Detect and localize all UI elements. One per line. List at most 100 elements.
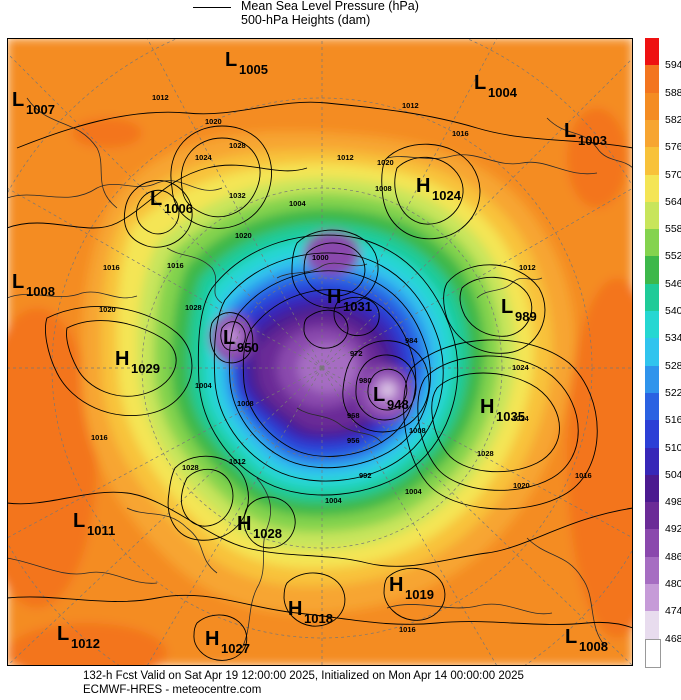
pressure-center: H 1028 [237,513,282,541]
colorbar-swatch [645,365,659,394]
colorbar-label: 504 [665,468,681,481]
pressure-center: L 1012 [57,623,100,651]
weather-map: 1012 1012 1016 1020 1028 1024 1032 1012 … [7,38,633,666]
svg-text:1004: 1004 [488,85,518,100]
svg-text:H: H [327,286,341,308]
svg-text:L: L [565,626,577,648]
isobar-label: 1016 [452,129,469,138]
colorbar-label: 588 [665,86,681,99]
colorbar-swatch [645,556,659,586]
isobar-label: 1012 [402,101,419,110]
isobar-label: 1016 [399,625,416,634]
source-credit: ECMWF-HRES - meteocentre.com [83,684,262,696]
isobar-label: 1028 [477,449,494,458]
colorbar-label: 546 [665,277,681,290]
svg-text:1007: 1007 [26,102,55,117]
svg-text:1006: 1006 [164,201,193,216]
pressure-center: L 1011 [73,510,115,538]
height-colorbar: 594 588 582 576 570 564 558 552 546 540 534 528 522 5… [645,38,681,668]
svg-text:L: L [474,72,486,94]
pressure-center: H 1027 [205,628,250,656]
colorbar-label: 492 [665,523,681,536]
svg-text:1028: 1028 [253,526,282,541]
colorbar-swatch [645,638,661,668]
colorbar-swatch [645,38,659,67]
colorbar-label: 570 [665,168,681,181]
lat-lon-graticule [7,38,633,666]
colorbar-swatch [645,201,659,231]
pressure-center: L 989 [501,296,537,324]
isobar-label: 1004 [195,381,213,390]
pressure-center: L 1005 [225,49,268,77]
svg-text:1008: 1008 [26,284,55,299]
colorbar-label: 516 [665,414,681,427]
isobar-label: 1008 [237,399,254,408]
isobar-label: 972 [350,349,363,358]
svg-text:1027: 1027 [221,641,250,656]
isobar-label: 980 [359,376,372,385]
isobar-label: 1016 [575,471,592,480]
map-header: Mean Sea Level Pressure (hPa) 500-hPa He… [0,0,681,36]
pressure-center: L 1004 [474,72,518,100]
mslp-isobars [7,101,633,661]
isobar-label: 1032 [229,191,246,200]
svg-text:1003: 1003 [578,133,607,148]
isobar-label: 992 [359,471,372,480]
isobar-label: 1004 [289,199,307,208]
isobar-label: 1024 [512,363,530,372]
colorbar-label: 480 [665,578,681,591]
map-frame [7,38,633,666]
colorbar-label: 474 [665,605,681,618]
svg-text:1024: 1024 [432,188,462,203]
svg-text:L: L [12,89,24,111]
isobar-label: 1024 [512,414,530,423]
colorbar-swatch [645,229,659,258]
svg-text:1005: 1005 [239,62,268,77]
svg-text:989: 989 [515,309,537,324]
mslp-legend-label: Mean Sea Level Pressure (hPa) [241,0,419,13]
svg-text:1029: 1029 [131,361,160,376]
colorbar-swatch [645,474,659,504]
colorbar-swatch [645,392,659,422]
svg-text:948: 948 [387,397,409,412]
colorbar-swatch [645,311,659,340]
pressure-center: L 1008 [12,271,55,299]
isobar-value-labels: 1012 1012 1016 1020 1028 1024 1032 1012 … [91,93,592,634]
pressure-center: H 1035 [480,396,525,424]
colorbar-label: 498 [665,496,681,509]
pressure-center: H 1024 [416,175,462,203]
colorbar-swatch [645,92,659,121]
svg-text:1008: 1008 [579,639,608,654]
colorbar-swatch [645,529,659,558]
svg-text:1035: 1035 [496,409,525,424]
svg-text:L: L [501,296,513,318]
svg-text:1031: 1031 [343,299,372,314]
colorbar-label: 486 [665,550,681,563]
isobar-label: 1028 [182,463,199,472]
pressure-center: H 1019 [389,574,434,602]
svg-text:L: L [73,510,85,532]
isobar-label: 1028 [185,303,202,312]
isobar-label: 1020 [99,305,116,314]
colorbar-label: 540 [665,305,681,318]
svg-text:L: L [373,384,385,406]
isobar-label: 1028 [229,141,246,150]
isobar-label: 1020 [513,481,530,490]
pressure-center: L 950 [223,327,259,355]
isobar-label: 1012 [152,93,169,102]
pressure-center: L 1008 [565,626,608,654]
isobar-label: 1012 [519,263,536,272]
svg-text:1011: 1011 [87,523,115,538]
colorbar-swatch [645,147,659,176]
colorbar-label: 522 [665,386,681,399]
svg-text:1018: 1018 [304,611,333,626]
pressure-centers: L 1005 L 1007 L 1004 L 1003 L 1006 H 1024 L 100… [12,49,608,656]
colorbar-label: 528 [665,359,681,372]
colorbar-label: 534 [665,332,681,345]
heights-legend-label: 500-hPa Heights (dam) [241,13,371,27]
pressure-center: L 1003 [564,120,607,148]
colorbar-swatch [645,174,659,203]
isobar-label: 1016 [167,261,184,270]
isobar-label: 1004 [325,496,343,505]
svg-text:H: H [205,628,219,650]
